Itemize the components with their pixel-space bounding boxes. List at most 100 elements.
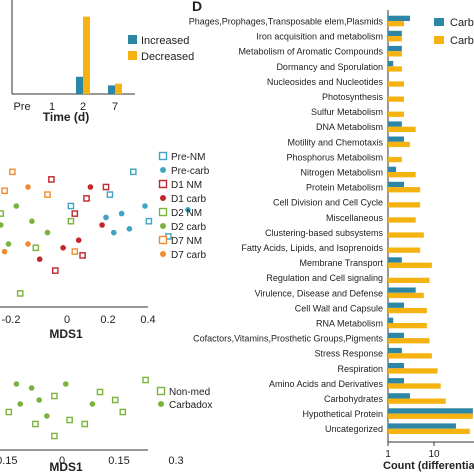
category-label: Virulence, Disease and Defense xyxy=(255,288,383,298)
point-D2 NM xyxy=(0,210,4,217)
legend-marker-Carbadox xyxy=(158,401,164,407)
bar-2-0 xyxy=(76,76,83,94)
legend-label-Carbadox: Carbadox xyxy=(169,400,212,411)
point-D7 NM xyxy=(1,187,8,195)
point-Pre-carb xyxy=(103,214,109,221)
point-D1 NM xyxy=(48,176,55,183)
bar-0-25 xyxy=(388,393,410,399)
point-Carbadox xyxy=(17,401,24,407)
bar-1-15 xyxy=(388,247,421,253)
legend-label-Pre-carb: Pre-carb xyxy=(171,166,210,177)
legend-marker-Pre-NM xyxy=(158,151,168,161)
scatter-tick-label: 0 xyxy=(64,314,70,326)
point-Non-med xyxy=(32,420,39,428)
point-Carbadox xyxy=(36,397,42,403)
bar-2-1 xyxy=(83,16,90,95)
bar-0-18 xyxy=(388,287,416,293)
category-label: Phages,Prophages,Transposable elem,Plasm… xyxy=(189,17,384,27)
category-label: Fatty Acids, Lipids, and Isoprenoids xyxy=(241,243,383,253)
legend-label-D7 NM: D7 NM xyxy=(171,236,202,247)
bar-1-22 xyxy=(388,353,432,359)
category-label: Phosphorus Metabolism xyxy=(286,152,383,162)
point-Non-med xyxy=(119,408,127,416)
category-label: Regulation and Cell signaling xyxy=(266,273,383,283)
bar-1-1 xyxy=(388,36,402,42)
bar-1-8 xyxy=(388,141,410,148)
category-label: Amino Acids and Derivatives xyxy=(269,379,384,389)
bar-1-25 xyxy=(388,398,446,404)
category-label: Uncategorized xyxy=(325,424,383,434)
legend-marker-D1 NM xyxy=(158,179,168,189)
bar-1-17 xyxy=(388,277,430,283)
point-Carbadox xyxy=(28,385,35,391)
category-label: Iron acquisition and metabolism xyxy=(256,32,383,42)
legend-d-2-swatch xyxy=(434,36,444,44)
bar-1-10 xyxy=(388,172,416,178)
point-Pre-NM xyxy=(67,202,75,210)
bar-0-16 xyxy=(388,257,402,263)
bar-0-8 xyxy=(388,136,404,142)
bar-0-21 xyxy=(388,332,404,339)
point-Carbadox xyxy=(63,381,69,387)
point-Pre-carb xyxy=(142,203,148,209)
bar-7-1 xyxy=(115,83,122,94)
point-Pre-carb xyxy=(118,210,125,217)
point-D2 carb xyxy=(0,222,4,228)
bar-1-20 xyxy=(388,323,427,329)
point-Carbadox xyxy=(44,413,50,419)
point-Pre-carb xyxy=(185,207,191,213)
point-D7 NM xyxy=(44,191,51,198)
bars-tick-label: 1 xyxy=(49,101,55,113)
point-Non-med xyxy=(142,376,149,384)
scatter-tick-label: 0.15 xyxy=(108,455,129,467)
bar-1-26 xyxy=(388,413,473,419)
bar-0-0 xyxy=(388,15,410,21)
bar-1-6 xyxy=(388,111,404,117)
legend-marker-Non-med xyxy=(156,386,166,396)
bar-1-13 xyxy=(388,217,416,223)
point-D7 carb xyxy=(1,248,8,255)
legend-label-D1 carb: D1 carb xyxy=(171,194,206,205)
category-label: Miscellaneous xyxy=(326,213,384,223)
bar-0-20 xyxy=(388,317,394,323)
point-D1 carb xyxy=(60,245,66,251)
bar-1-27 xyxy=(388,428,470,434)
func-tick-label: 1 xyxy=(385,449,391,460)
category-label: Photosynthesis xyxy=(322,92,384,102)
legend-increased-label: Increased xyxy=(141,35,189,47)
scatter-tick-label: 0 xyxy=(59,455,65,467)
legend-increased-swatch xyxy=(128,35,137,44)
scatter-tick-label: -0.2 xyxy=(2,314,21,326)
panel-d-label: D xyxy=(192,0,202,14)
bar-0-19 xyxy=(388,302,404,308)
bar-1-18 xyxy=(388,292,424,299)
point-D1 carb xyxy=(36,256,43,263)
category-label: Sulfur Metabolism xyxy=(311,107,383,117)
bar-0-26 xyxy=(388,408,473,414)
point-Pre-NM xyxy=(129,168,137,176)
point-Carbadox xyxy=(89,401,96,407)
legend-d-2-label: Carb xyxy=(450,35,474,47)
bar-0-23 xyxy=(388,363,404,369)
scatter-tick-label: 0.4 xyxy=(140,314,155,326)
category-label: Cell Wall and Capsule xyxy=(295,303,383,313)
bar-1-19 xyxy=(388,307,427,314)
bar-0-27 xyxy=(388,423,456,429)
bar-1-11 xyxy=(388,187,421,193)
point-Pre-NM xyxy=(106,191,114,198)
panel-time-bars: Pre 1 2 7 Time (d) Increased Decreased xyxy=(11,0,194,124)
bar-0-3 xyxy=(388,61,394,67)
legend-decreased-label: Decreased xyxy=(141,51,194,63)
point-Non-med xyxy=(5,408,13,416)
bar-1-24 xyxy=(388,383,441,389)
bar-1-16 xyxy=(388,262,432,268)
legend-label-D7 carb: D7 carb xyxy=(171,250,206,261)
category-label: Stress Response xyxy=(314,349,383,359)
legend-d-1-swatch xyxy=(434,18,444,26)
legend-label-Non-med: Non-med xyxy=(169,387,210,398)
category-label: Dormancy and Sporulation xyxy=(276,62,383,72)
legend-label-D1 NM: D1 NM xyxy=(171,180,202,191)
legend-marker-D2 carb xyxy=(160,223,166,229)
legend-marker-D2 NM xyxy=(158,207,168,217)
